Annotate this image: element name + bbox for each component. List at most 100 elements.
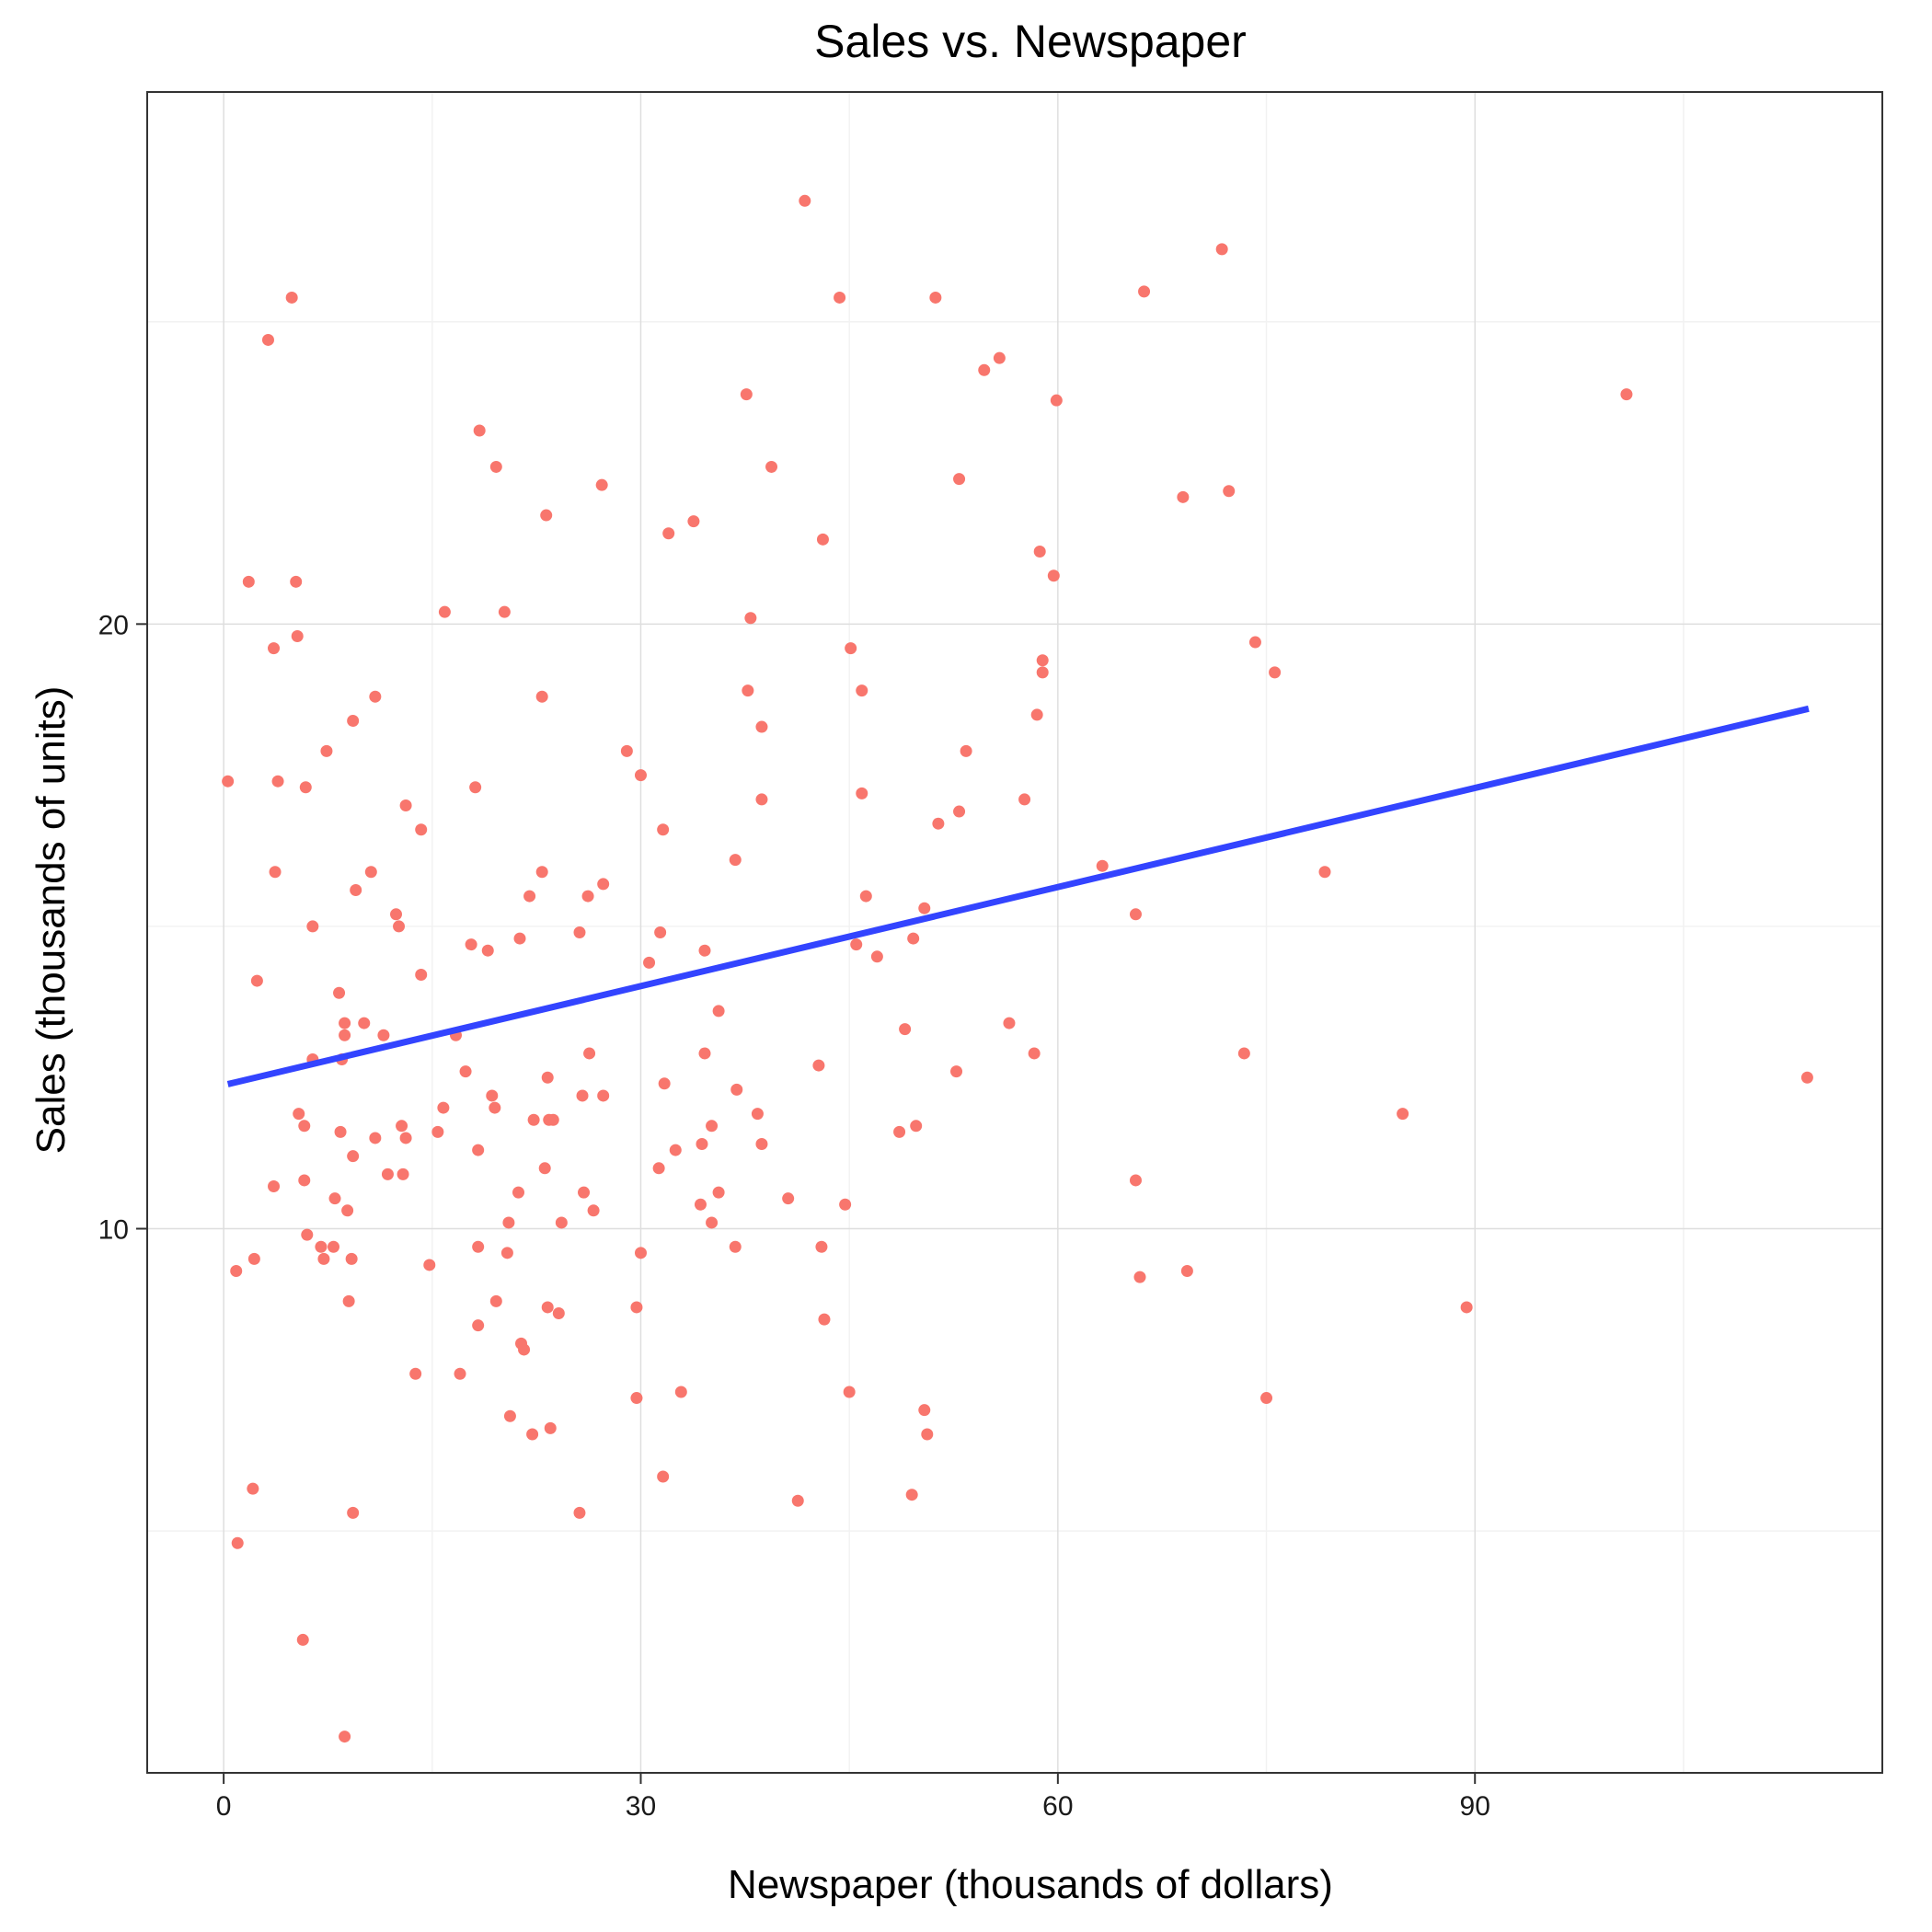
data-point (657, 1470, 670, 1483)
data-point (791, 1494, 804, 1507)
data-point (929, 291, 942, 304)
data-point (1269, 666, 1282, 679)
data-point (740, 388, 753, 401)
x-tick-label: 30 (626, 1791, 656, 1822)
data-point (306, 920, 319, 933)
data-point (744, 612, 757, 625)
data-point (347, 1150, 360, 1163)
data-point (358, 1017, 371, 1029)
data-point (573, 926, 586, 938)
data-point (1003, 1017, 1016, 1029)
data-point (755, 793, 768, 806)
data-point (1036, 654, 1049, 667)
data-point (393, 920, 406, 933)
data-point (1050, 394, 1063, 407)
data-point (328, 1192, 341, 1205)
data-point (339, 1017, 351, 1029)
data-point (513, 932, 526, 945)
data-point (856, 684, 868, 697)
data-point (293, 1108, 305, 1121)
data-point (845, 642, 857, 655)
data-point (573, 1506, 586, 1519)
data-point (960, 744, 972, 757)
data-point (320, 744, 333, 757)
data-point (687, 515, 700, 528)
data-point (815, 1240, 828, 1253)
data-point (230, 1265, 243, 1278)
data-point (298, 1174, 311, 1187)
data-point (816, 533, 829, 546)
data-point (578, 1186, 591, 1199)
data-point (742, 684, 754, 697)
data-point (339, 1731, 351, 1743)
x-tick-label: 0 (216, 1791, 232, 1822)
data-point (782, 1192, 795, 1205)
data-point (669, 1144, 682, 1156)
data-point (538, 1162, 551, 1175)
data-point (409, 1367, 422, 1380)
data-point (502, 1216, 515, 1229)
y-axis-label: Sales (thousands of units) (29, 686, 74, 1155)
data-point (397, 1167, 409, 1180)
data-point (932, 817, 945, 830)
data-point (296, 1633, 309, 1646)
data-point (315, 1240, 328, 1253)
data-point (597, 878, 610, 891)
data-point (953, 805, 966, 818)
data-point (489, 1294, 502, 1307)
x-axis-label: Newspaper (thousands of dollars) (728, 1862, 1333, 1907)
data-point (1800, 1071, 1813, 1084)
y-tick-label: 10 (98, 1215, 129, 1246)
data-point (643, 956, 656, 969)
data-point (1215, 243, 1228, 256)
data-point (472, 1144, 485, 1156)
data-point (489, 460, 502, 473)
data-point (242, 575, 255, 588)
data-point (1318, 866, 1331, 879)
data-point (1030, 708, 1043, 721)
data-point (583, 1047, 596, 1060)
data-point (498, 605, 511, 618)
data-point (334, 1125, 347, 1138)
data-point (396, 1120, 408, 1133)
data-point (799, 194, 811, 207)
data-point (469, 781, 482, 794)
data-point (298, 1120, 311, 1133)
data-point (527, 1113, 540, 1126)
data-point (454, 1367, 466, 1380)
data-point (839, 1198, 852, 1211)
data-point (552, 1307, 565, 1320)
data-point (1237, 1047, 1250, 1060)
data-point (347, 1506, 360, 1519)
data-point (341, 1204, 354, 1217)
data-point (459, 1065, 472, 1078)
data-point (729, 1240, 742, 1253)
data-point (674, 1386, 687, 1398)
data-point (755, 1138, 768, 1151)
data-point (850, 938, 863, 951)
data-point (369, 690, 382, 703)
data-point (1620, 388, 1633, 401)
data-point (317, 1252, 330, 1265)
data-point (634, 769, 647, 782)
data-point (473, 424, 486, 437)
data-point (247, 1482, 259, 1495)
data-point (268, 1180, 281, 1193)
data-point (630, 1392, 643, 1405)
data-point (1033, 545, 1046, 558)
data-point (535, 690, 548, 703)
data-point (503, 1409, 516, 1422)
data-point (1018, 793, 1031, 806)
data-point (818, 1313, 831, 1326)
data-point (285, 291, 298, 304)
data-point (423, 1259, 436, 1271)
data-point (587, 1204, 600, 1217)
data-point (1047, 569, 1060, 582)
data-point (399, 1132, 412, 1144)
data-point (576, 1089, 589, 1102)
data-point (654, 926, 667, 938)
data-point (712, 1186, 725, 1199)
data-point (630, 1301, 643, 1314)
